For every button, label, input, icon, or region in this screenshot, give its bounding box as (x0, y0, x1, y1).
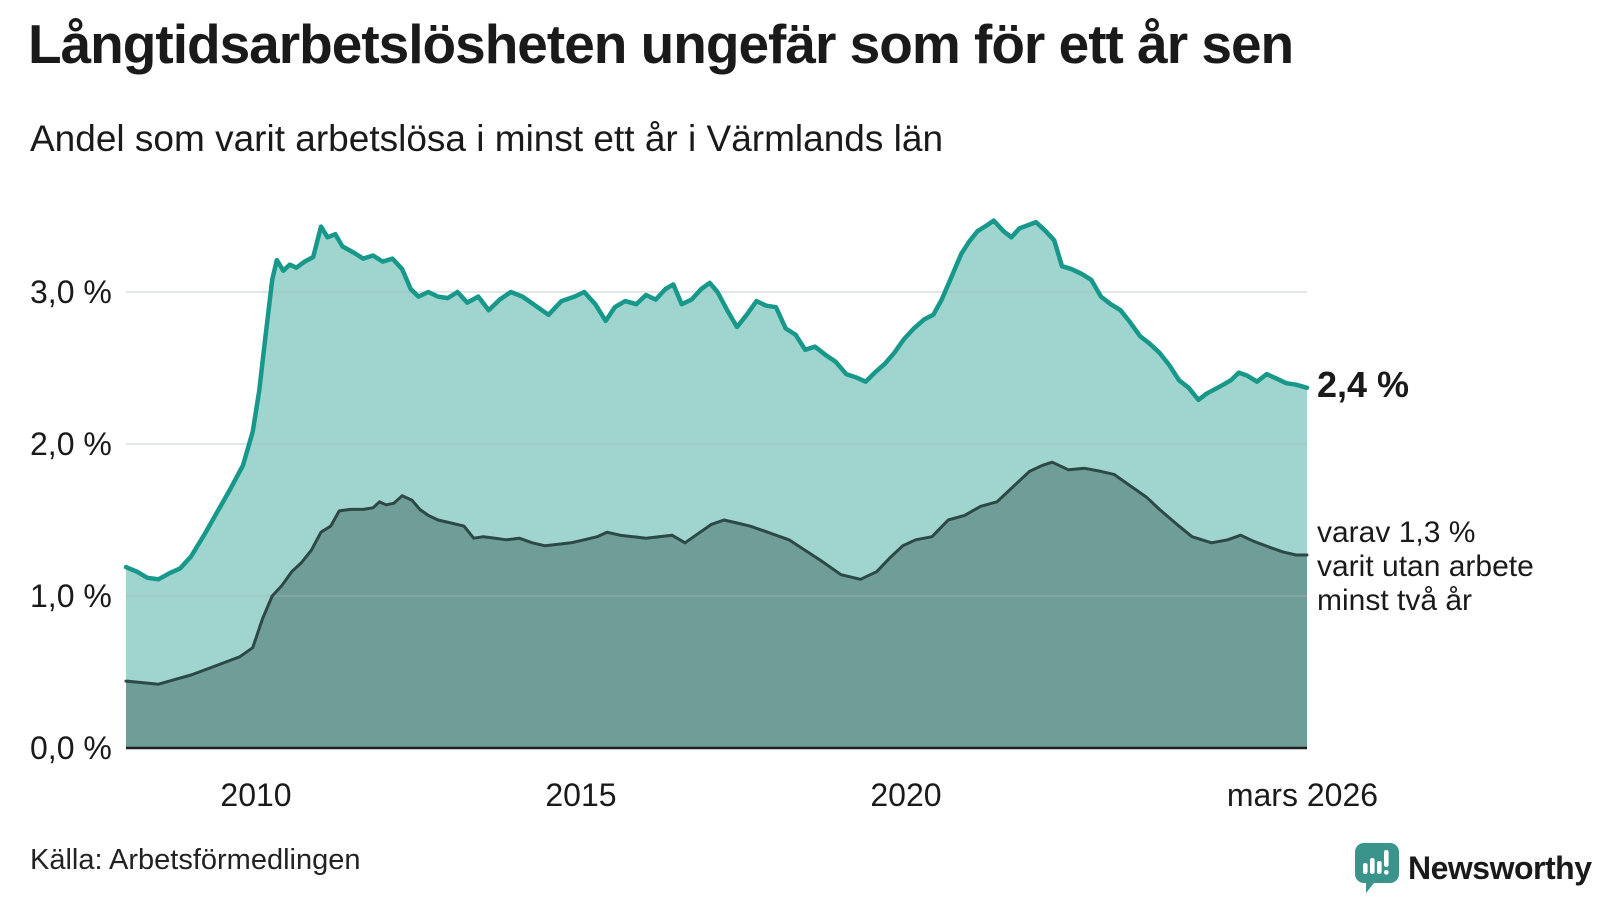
page-title: Långtidsarbetslösheten ungefär som för e… (28, 13, 1294, 75)
newsworthy-logo-icon (1355, 843, 1399, 893)
source-note: Källa: Arbetsförmedlingen (30, 844, 361, 876)
total-line (123, 218, 1310, 582)
newsworthy-logo-text: Newsworthy (1408, 849, 1592, 886)
two-year-line (124, 460, 1309, 686)
page-subtitle: Andel som varit arbetslösa i minst ett å… (30, 118, 944, 159)
two-year-annotation: varav 1,3 % varit utan arbete minst två … (1317, 516, 1534, 618)
two-year-annotation-line: minst två år (1317, 584, 1473, 617)
two-year-annotation-line: varit utan arbete (1317, 550, 1534, 583)
total-end-value-label: 2,4 % (1317, 364, 1410, 405)
newsworthy-logo: Newsworthy (1354, 842, 1592, 894)
two-year-area (126, 462, 1307, 748)
two-year-annotation-line: varav 1,3 % (1317, 516, 1476, 549)
